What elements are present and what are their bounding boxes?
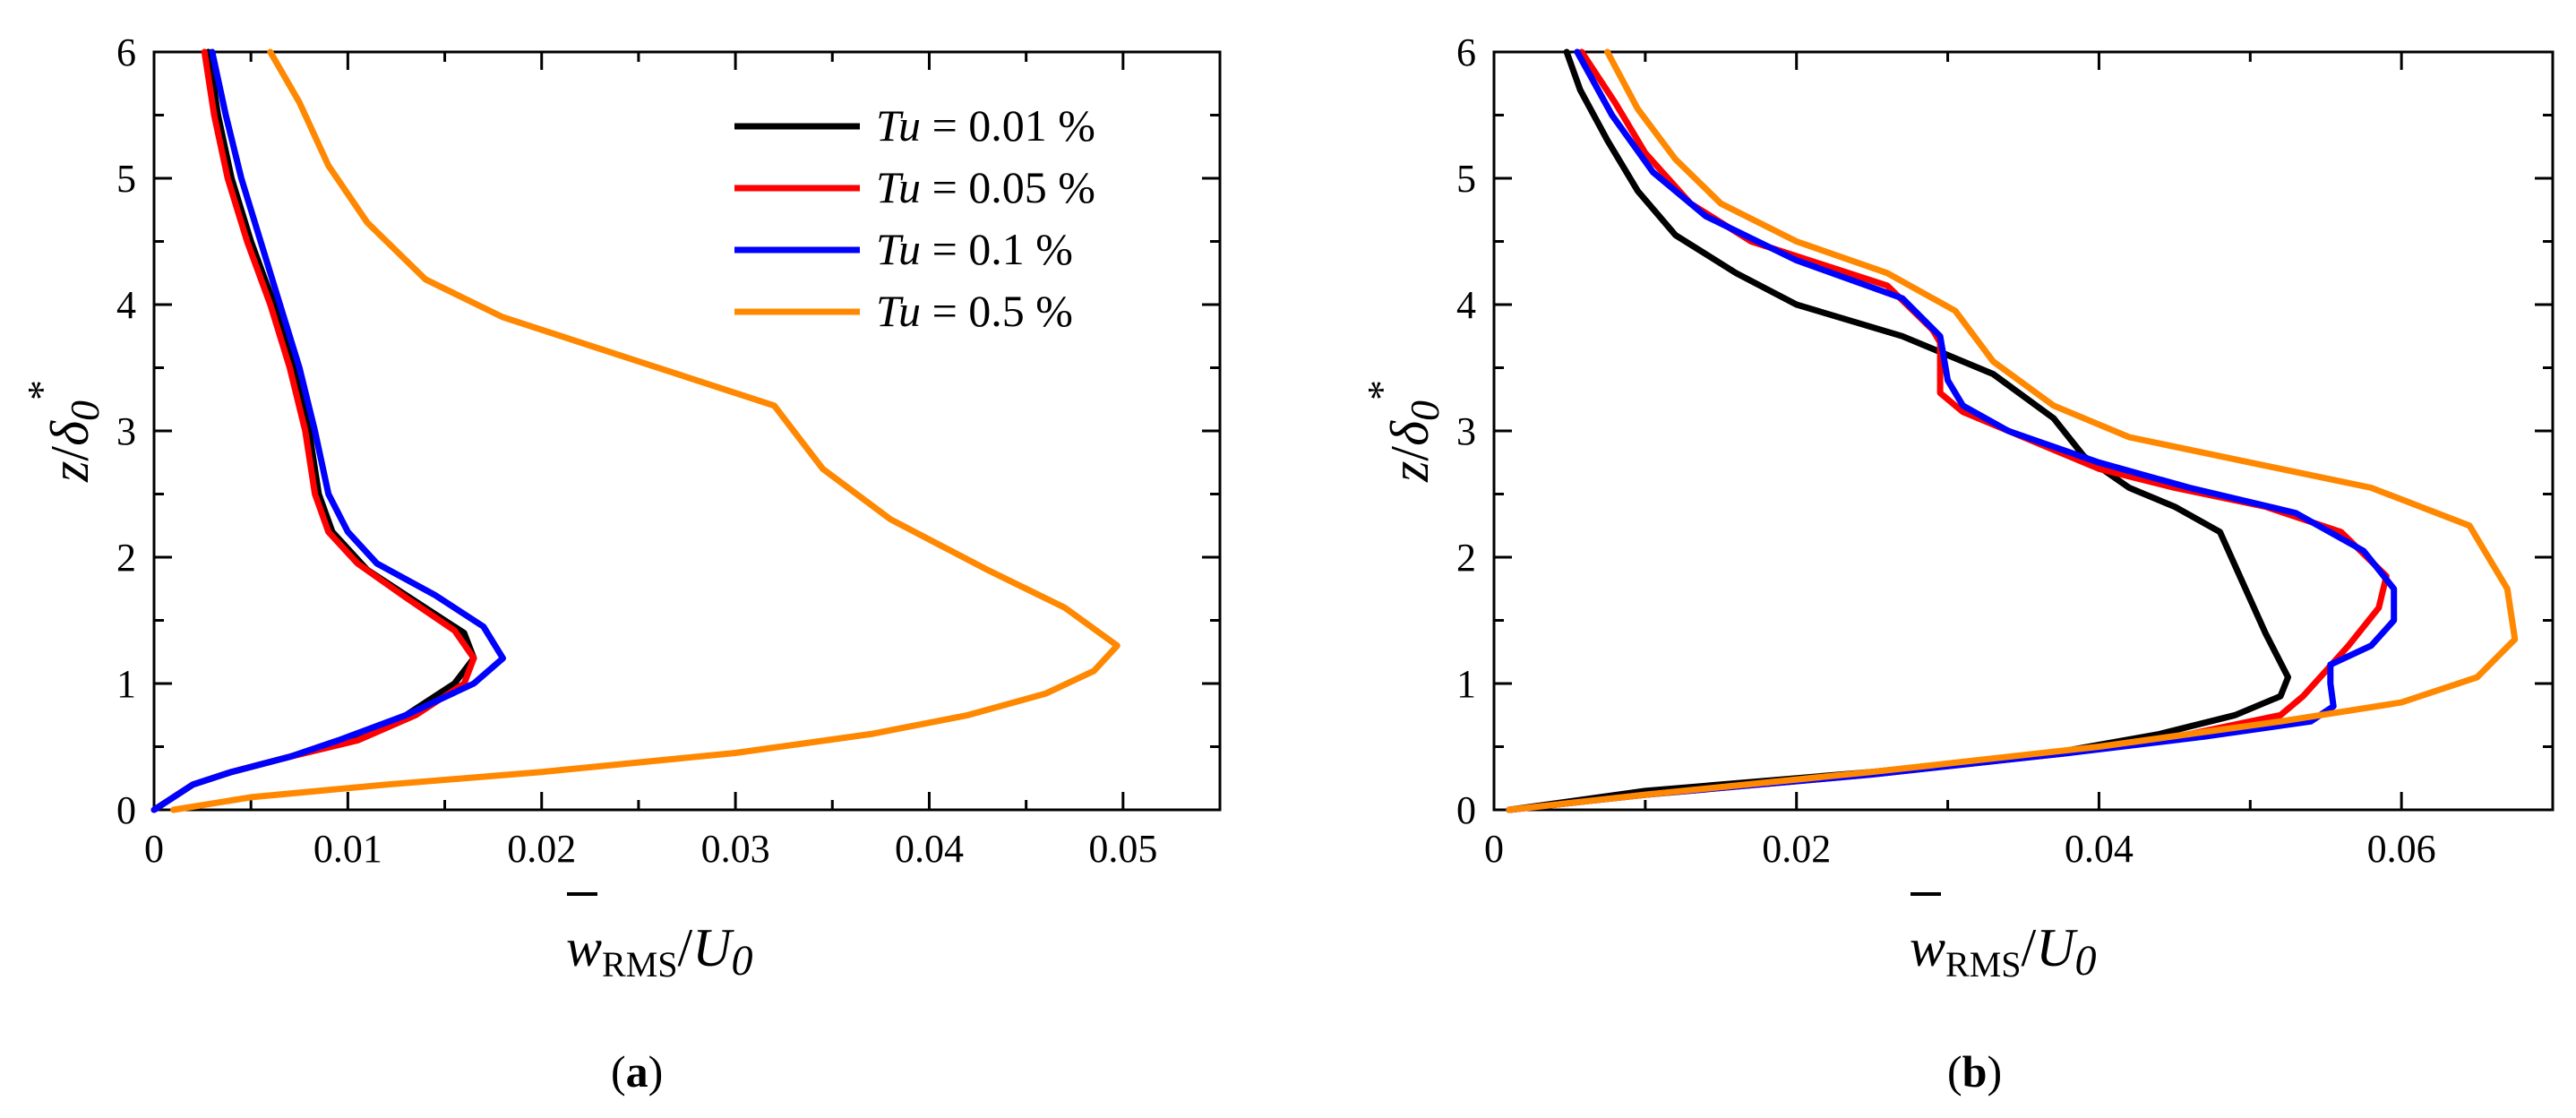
- panel-b: 0 0.02 0.04 0.06 0 1 2 3 4 5 6 wRMS/U0 z/δ0* (b): [1359, 30, 2555, 1096]
- tick-labels-b: 0 0.02 0.04 0.06 0 1 2 3 4 5 6: [1456, 30, 2436, 871]
- y-tick-label: 3: [116, 409, 136, 453]
- y-tick-label: 5: [116, 157, 136, 201]
- series-line-1: [1506, 48, 2291, 813]
- svg-text:wRMS/U0: wRMS/U0: [566, 918, 753, 985]
- legend-entry-3: Tu = 0.1 %: [734, 224, 1073, 274]
- ticks-a: [152, 50, 1222, 812]
- y-tick-label: 3: [1456, 409, 1476, 453]
- y-tick-label: 1: [1456, 662, 1476, 706]
- ticks-b: [1492, 50, 2555, 812]
- svg-text:z/δ0*: z/δ0*: [1359, 380, 1447, 483]
- x-tick-label: 0.06: [2367, 827, 2436, 871]
- x-tick-label: 0.02: [1762, 827, 1831, 871]
- x-tick-label: 0.04: [895, 827, 964, 871]
- legend-entry-2: Tu = 0.05 %: [734, 162, 1095, 212]
- x-tick-label: 0.02: [507, 827, 576, 871]
- legend-label-3: Tu = 0.1 %: [876, 224, 1073, 274]
- x-tick-label: 0: [144, 827, 164, 871]
- y-tick-label: 4: [116, 283, 136, 327]
- subplot-label-a: (a): [611, 1046, 663, 1096]
- x-tick-label: 0.01: [313, 827, 382, 871]
- svg-text:z/δ0*: z/δ0*: [19, 380, 107, 483]
- legend-label-1: Tu = 0.01 %: [876, 100, 1095, 150]
- series-line-4: [170, 48, 1121, 813]
- y-tick-label: 6: [1456, 30, 1476, 74]
- x-tick-label: 0.05: [1088, 827, 1157, 871]
- legend: Tu = 0.01 % Tu = 0.05 % Tu = 0.1 % Tu = …: [734, 100, 1095, 336]
- y-tick-label: 0: [116, 788, 136, 832]
- y-axis-title-b: z/δ0*: [1359, 380, 1447, 483]
- series-line-4: [1506, 48, 2519, 813]
- svg-text:wRMS/U0: wRMS/U0: [1910, 918, 2097, 985]
- series-line-3: [1506, 48, 2398, 813]
- x-tick-label: 0.04: [2065, 827, 2134, 871]
- x-axis-title-b: wRMS/U0: [1910, 892, 2097, 985]
- curves-b: [1506, 48, 2519, 813]
- x-tick-label: 0: [1484, 827, 1504, 871]
- legend-entry-1: Tu = 0.01 %: [734, 100, 1095, 150]
- subplot-label-b: (b): [1947, 1046, 2002, 1096]
- curves-a: [150, 48, 1121, 813]
- y-tick-label: 0: [1456, 788, 1476, 832]
- series-line-3: [150, 48, 506, 813]
- y-tick-label: 4: [1456, 283, 1476, 327]
- y-axis-title-a: z/δ0*: [19, 380, 107, 483]
- y-tick-label: 6: [116, 30, 136, 74]
- y-tick-label: 1: [116, 662, 136, 706]
- legend-label-2: Tu = 0.05 %: [876, 162, 1095, 212]
- series-line-2: [1506, 48, 2390, 813]
- tick-labels-a: 0 0.01 0.02 0.03 0.04 0.05 0 1 2 3 4 5 6: [116, 30, 1157, 871]
- y-tick-label: 2: [116, 536, 136, 580]
- x-axis-title-a: wRMS/U0: [566, 892, 753, 985]
- legend-entry-4: Tu = 0.5 %: [734, 286, 1073, 336]
- x-tick-label: 0.03: [701, 827, 770, 871]
- y-tick-label: 5: [1456, 157, 1476, 201]
- legend-label-4: Tu = 0.5 %: [876, 286, 1073, 336]
- panel-a: 0 0.01 0.02 0.03 0.04 0.05 0 1 2 3 4 5 6 Tu = 0.01 %…: [19, 30, 1222, 1096]
- y-tick-label: 2: [1456, 536, 1476, 580]
